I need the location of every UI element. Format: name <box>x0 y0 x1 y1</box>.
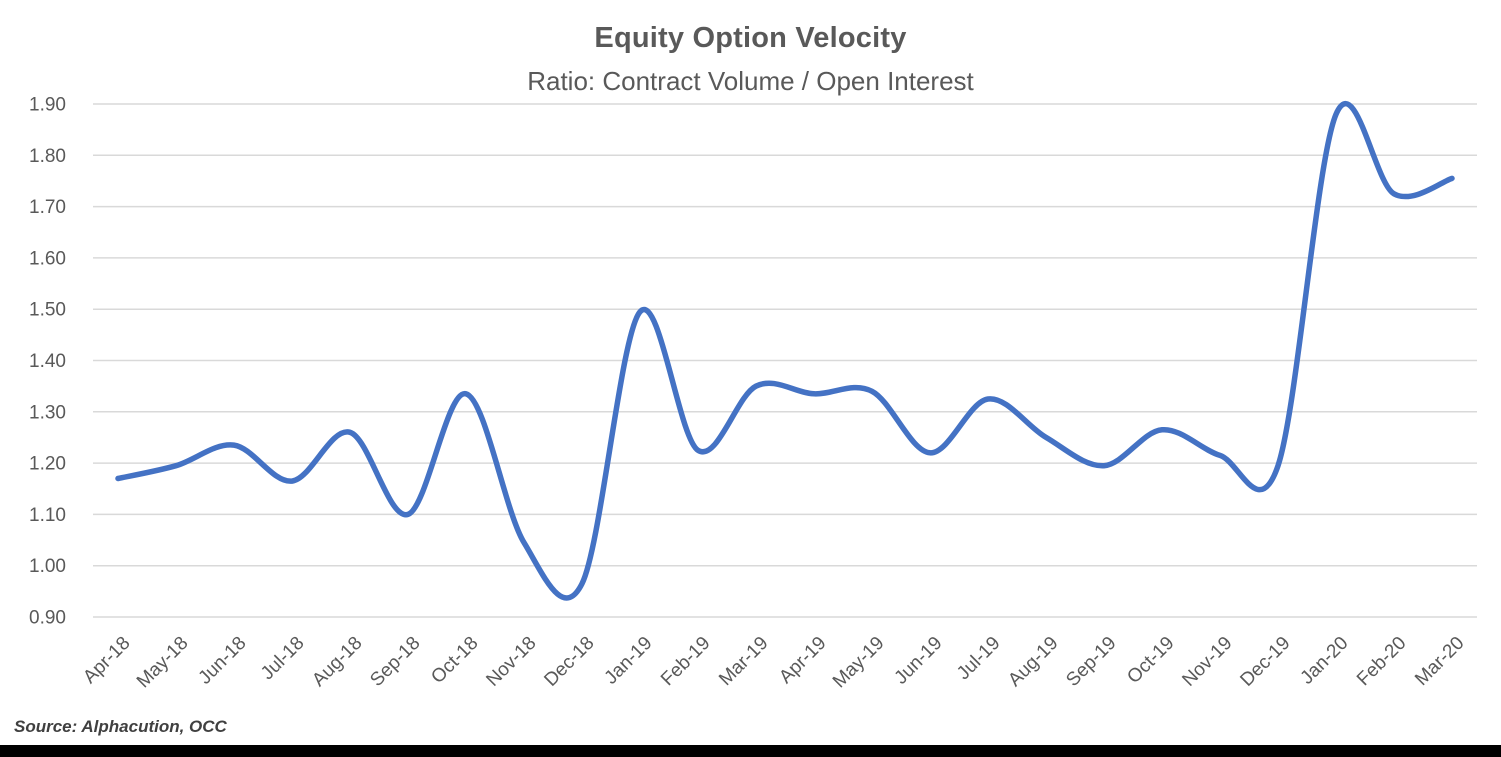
x-axis-tick-label: Jul-19 <box>953 633 1004 684</box>
x-axis-tick-label: Dec-19 <box>1236 633 1294 691</box>
x-axis-tick-label: Jul-18 <box>257 633 308 684</box>
x-axis-tick-label: Aug-18 <box>308 633 366 691</box>
x-axis-tick-label: Jan-19 <box>601 633 657 689</box>
y-axis-tick-label: 0.90 <box>29 608 66 629</box>
y-axis-tick-label: 1.10 <box>29 505 66 526</box>
y-axis-tick-label: 1.80 <box>29 146 66 167</box>
y-axis-tick-label: 1.60 <box>29 248 66 269</box>
x-axis-tick-label: Mar-19 <box>715 633 772 690</box>
x-axis-tick-label: Oct-18 <box>427 633 482 688</box>
x-axis-tick-label: May-18 <box>133 633 193 693</box>
y-axis-tick-label: 1.00 <box>29 556 66 577</box>
source-note: Source: Alphacution, OCC <box>14 717 227 736</box>
x-axis-tick-label: Oct-19 <box>1123 633 1178 688</box>
x-axis-tick-label: Jun-19 <box>891 633 947 689</box>
chart-title: Equity Option Velocity <box>594 22 907 54</box>
y-axis-tick-label: 1.70 <box>29 197 66 218</box>
x-axis-tick-label: Sep-18 <box>366 633 424 691</box>
y-axis-tick-label: 1.20 <box>29 454 66 475</box>
y-axis-tick-label: 1.50 <box>29 300 66 321</box>
x-axis-tick-label: Feb-20 <box>1353 633 1410 690</box>
x-axis-tick-label: Jun-18 <box>195 633 251 689</box>
chart-subtitle: Ratio: Contract Volume / Open Interest <box>527 66 974 96</box>
x-axis-tick-label: Jan-20 <box>1297 633 1353 689</box>
y-axis-tick-label: 1.30 <box>29 402 66 423</box>
x-axis-tick-label: Nov-18 <box>482 633 540 691</box>
y-axis-tick-label: 1.40 <box>29 351 66 372</box>
x-axis-tick-label: Apr-18 <box>79 633 134 688</box>
x-axis-tick-label: Apr-19 <box>775 633 830 688</box>
x-axis-tick-label: Aug-19 <box>1004 633 1062 691</box>
x-axis-tick-label: Mar-20 <box>1411 633 1468 690</box>
y-axis-tick-label: 1.90 <box>29 95 66 116</box>
x-axis-tick-label: Dec-18 <box>540 633 598 691</box>
x-axis-tick-label: May-19 <box>829 633 889 693</box>
x-axis-tick-label: Feb-19 <box>657 633 714 690</box>
x-axis-tick-label: Sep-19 <box>1062 633 1120 691</box>
x-axis-tick-label: Nov-19 <box>1178 633 1236 691</box>
series-line <box>115 101 1455 601</box>
